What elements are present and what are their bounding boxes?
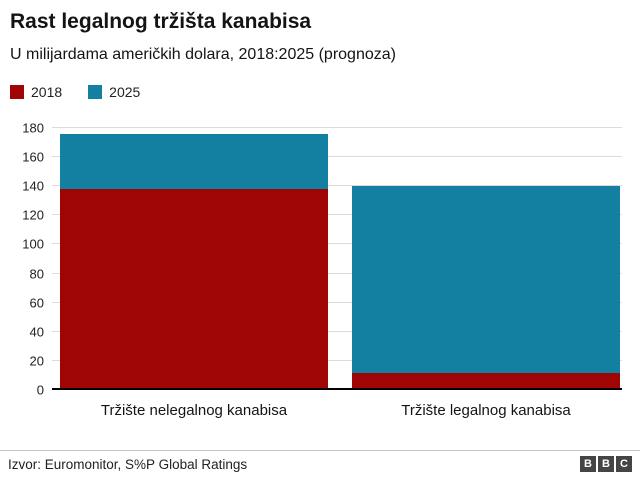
legend-label-2018: 2018 xyxy=(31,84,63,100)
legend-label-2025: 2025 xyxy=(109,84,141,100)
x-axis-category-label: Tržište legalnog kanabisa xyxy=(401,402,571,419)
chart-subtitle: U milijardama američkih dolara, 2018:202… xyxy=(10,46,396,63)
y-tick-label: 140 xyxy=(22,178,44,194)
gridline xyxy=(52,185,622,187)
bbc-logo-block-b1: B xyxy=(580,456,596,472)
source-text: Izvor: Euromonitor, S%P Global Ratings xyxy=(8,456,248,472)
legend-swatch-2025 xyxy=(88,85,103,99)
legend-swatch-2018 xyxy=(10,85,24,99)
gridline xyxy=(52,330,622,332)
gridline xyxy=(52,127,622,128)
bar-2018 xyxy=(60,189,328,390)
bar-group xyxy=(60,128,328,390)
y-tick-label: 0 xyxy=(36,382,44,398)
y-tick-label: 120 xyxy=(22,207,44,223)
gridline xyxy=(52,359,622,361)
legend-item-2025: 2025 xyxy=(88,84,140,100)
footer: Izvor: Euromonitor, S%P Global Ratings B… xyxy=(0,450,640,477)
legend-item-2018: 2018 xyxy=(10,84,62,100)
plot-area: 0 20 40 60 80 100 120 140 160 180 xyxy=(22,122,622,397)
y-tick-label: 40 xyxy=(29,324,44,340)
bar-2025 xyxy=(352,186,620,390)
x-axis-line xyxy=(52,388,622,390)
y-tick-label: 100 xyxy=(22,236,44,252)
x-axis-category-label: Tržište nelegalnog kanabisa xyxy=(100,402,288,419)
bbc-logo: B B C xyxy=(580,456,632,472)
bar-group xyxy=(352,128,620,390)
page-title: Rast legalnog tržišta kanabisa xyxy=(10,10,312,33)
gridline xyxy=(52,156,622,158)
bbc-logo-block-b2: B xyxy=(598,456,614,472)
x-labels: Tržište nelegalnog kanabisa Tržište legal… xyxy=(52,390,622,419)
y-tick-label: 60 xyxy=(29,295,44,311)
y-tick-label: 180 xyxy=(22,120,44,136)
y-tick-label: 160 xyxy=(22,149,44,165)
gridline xyxy=(52,214,622,216)
chart: 0 20 40 60 80 100 120 140 160 180 Tržište nelegal… xyxy=(22,122,622,419)
bars xyxy=(60,128,620,390)
y-tick-label: 80 xyxy=(29,266,44,282)
gridline xyxy=(52,243,622,245)
gridline xyxy=(52,272,622,274)
y-tick-label: 20 xyxy=(29,353,44,369)
legend: 2018 2025 xyxy=(10,84,630,100)
gridline xyxy=(52,301,622,303)
bbc-logo-block-c: C xyxy=(616,456,632,472)
bar-2018 xyxy=(352,372,620,390)
